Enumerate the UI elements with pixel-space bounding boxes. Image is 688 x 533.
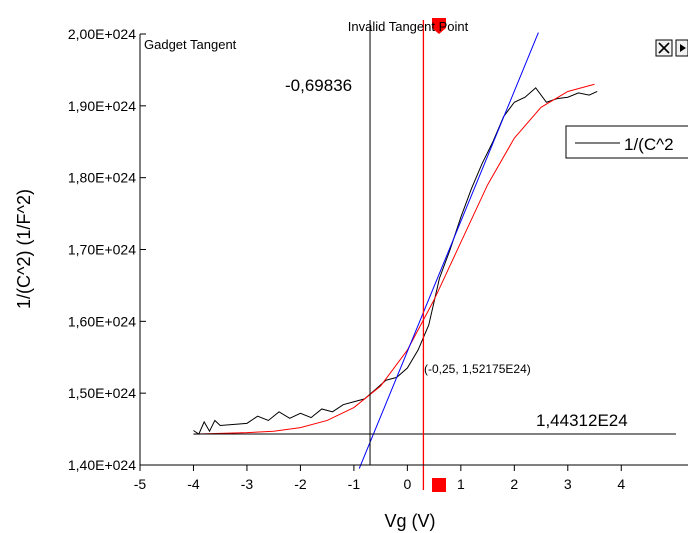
x-tick-label: 0	[403, 476, 411, 492]
close-icon[interactable]	[655, 39, 673, 57]
y-tick-label: 1,70E+024	[68, 242, 136, 258]
x-axis-title: Vg (V)	[384, 511, 435, 531]
x-tick-label: -5	[134, 476, 147, 492]
y-tick-label: 1,60E+024	[68, 313, 136, 329]
x-tick-label: 1	[457, 476, 465, 492]
x-tick-label: -3	[241, 476, 254, 492]
x-axis-ticks: -5 -4 -3 -2 -1 0 1 2 3 4	[134, 465, 625, 492]
y-tick-label: 1,90E+024	[68, 98, 136, 114]
y-tick-label: 1,50E+024	[68, 385, 136, 401]
y-tick-label: 1,40E+024	[68, 457, 136, 473]
x-tick-label: -1	[348, 476, 361, 492]
gadget-bottom-handle[interactable]	[432, 478, 446, 492]
y-axis-title: 1/(C^2) (1/F^2)	[14, 189, 34, 309]
x-tick-label: -4	[187, 476, 200, 492]
y-tick-label: 2,00E+024	[68, 26, 136, 42]
x-tick-label: 2	[510, 476, 518, 492]
x-tick-label: 4	[617, 476, 625, 492]
menu-arrow-icon[interactable]	[675, 39, 688, 57]
series-line-fit	[193, 83, 595, 435]
gadget-status: Invalid Tangent Point	[348, 19, 469, 34]
gadget-title: Gadget Tangent	[144, 37, 237, 52]
x-tick-label: -2	[294, 476, 307, 492]
tangent-line	[358, 32, 539, 469]
intercept-value-label: -0,69836	[285, 76, 352, 95]
x-tick-label: 3	[564, 476, 572, 492]
y-tick-label: 1,80E+024	[68, 170, 136, 186]
series-line-measured	[193, 87, 598, 435]
gadget-top-handle[interactable]	[432, 18, 446, 34]
legend-label: 1/(C^2	[624, 135, 674, 154]
y-axis-ticks: 1,40E+024 1,50E+024 1,60E+024 1,70E+024 1,80…	[68, 26, 146, 473]
legend: 1/(C^2	[565, 125, 688, 159]
baseline-value-label: 1,44312E24	[536, 411, 628, 430]
tangent-point-label: (-0,25, 1,52175E24)	[424, 362, 531, 376]
